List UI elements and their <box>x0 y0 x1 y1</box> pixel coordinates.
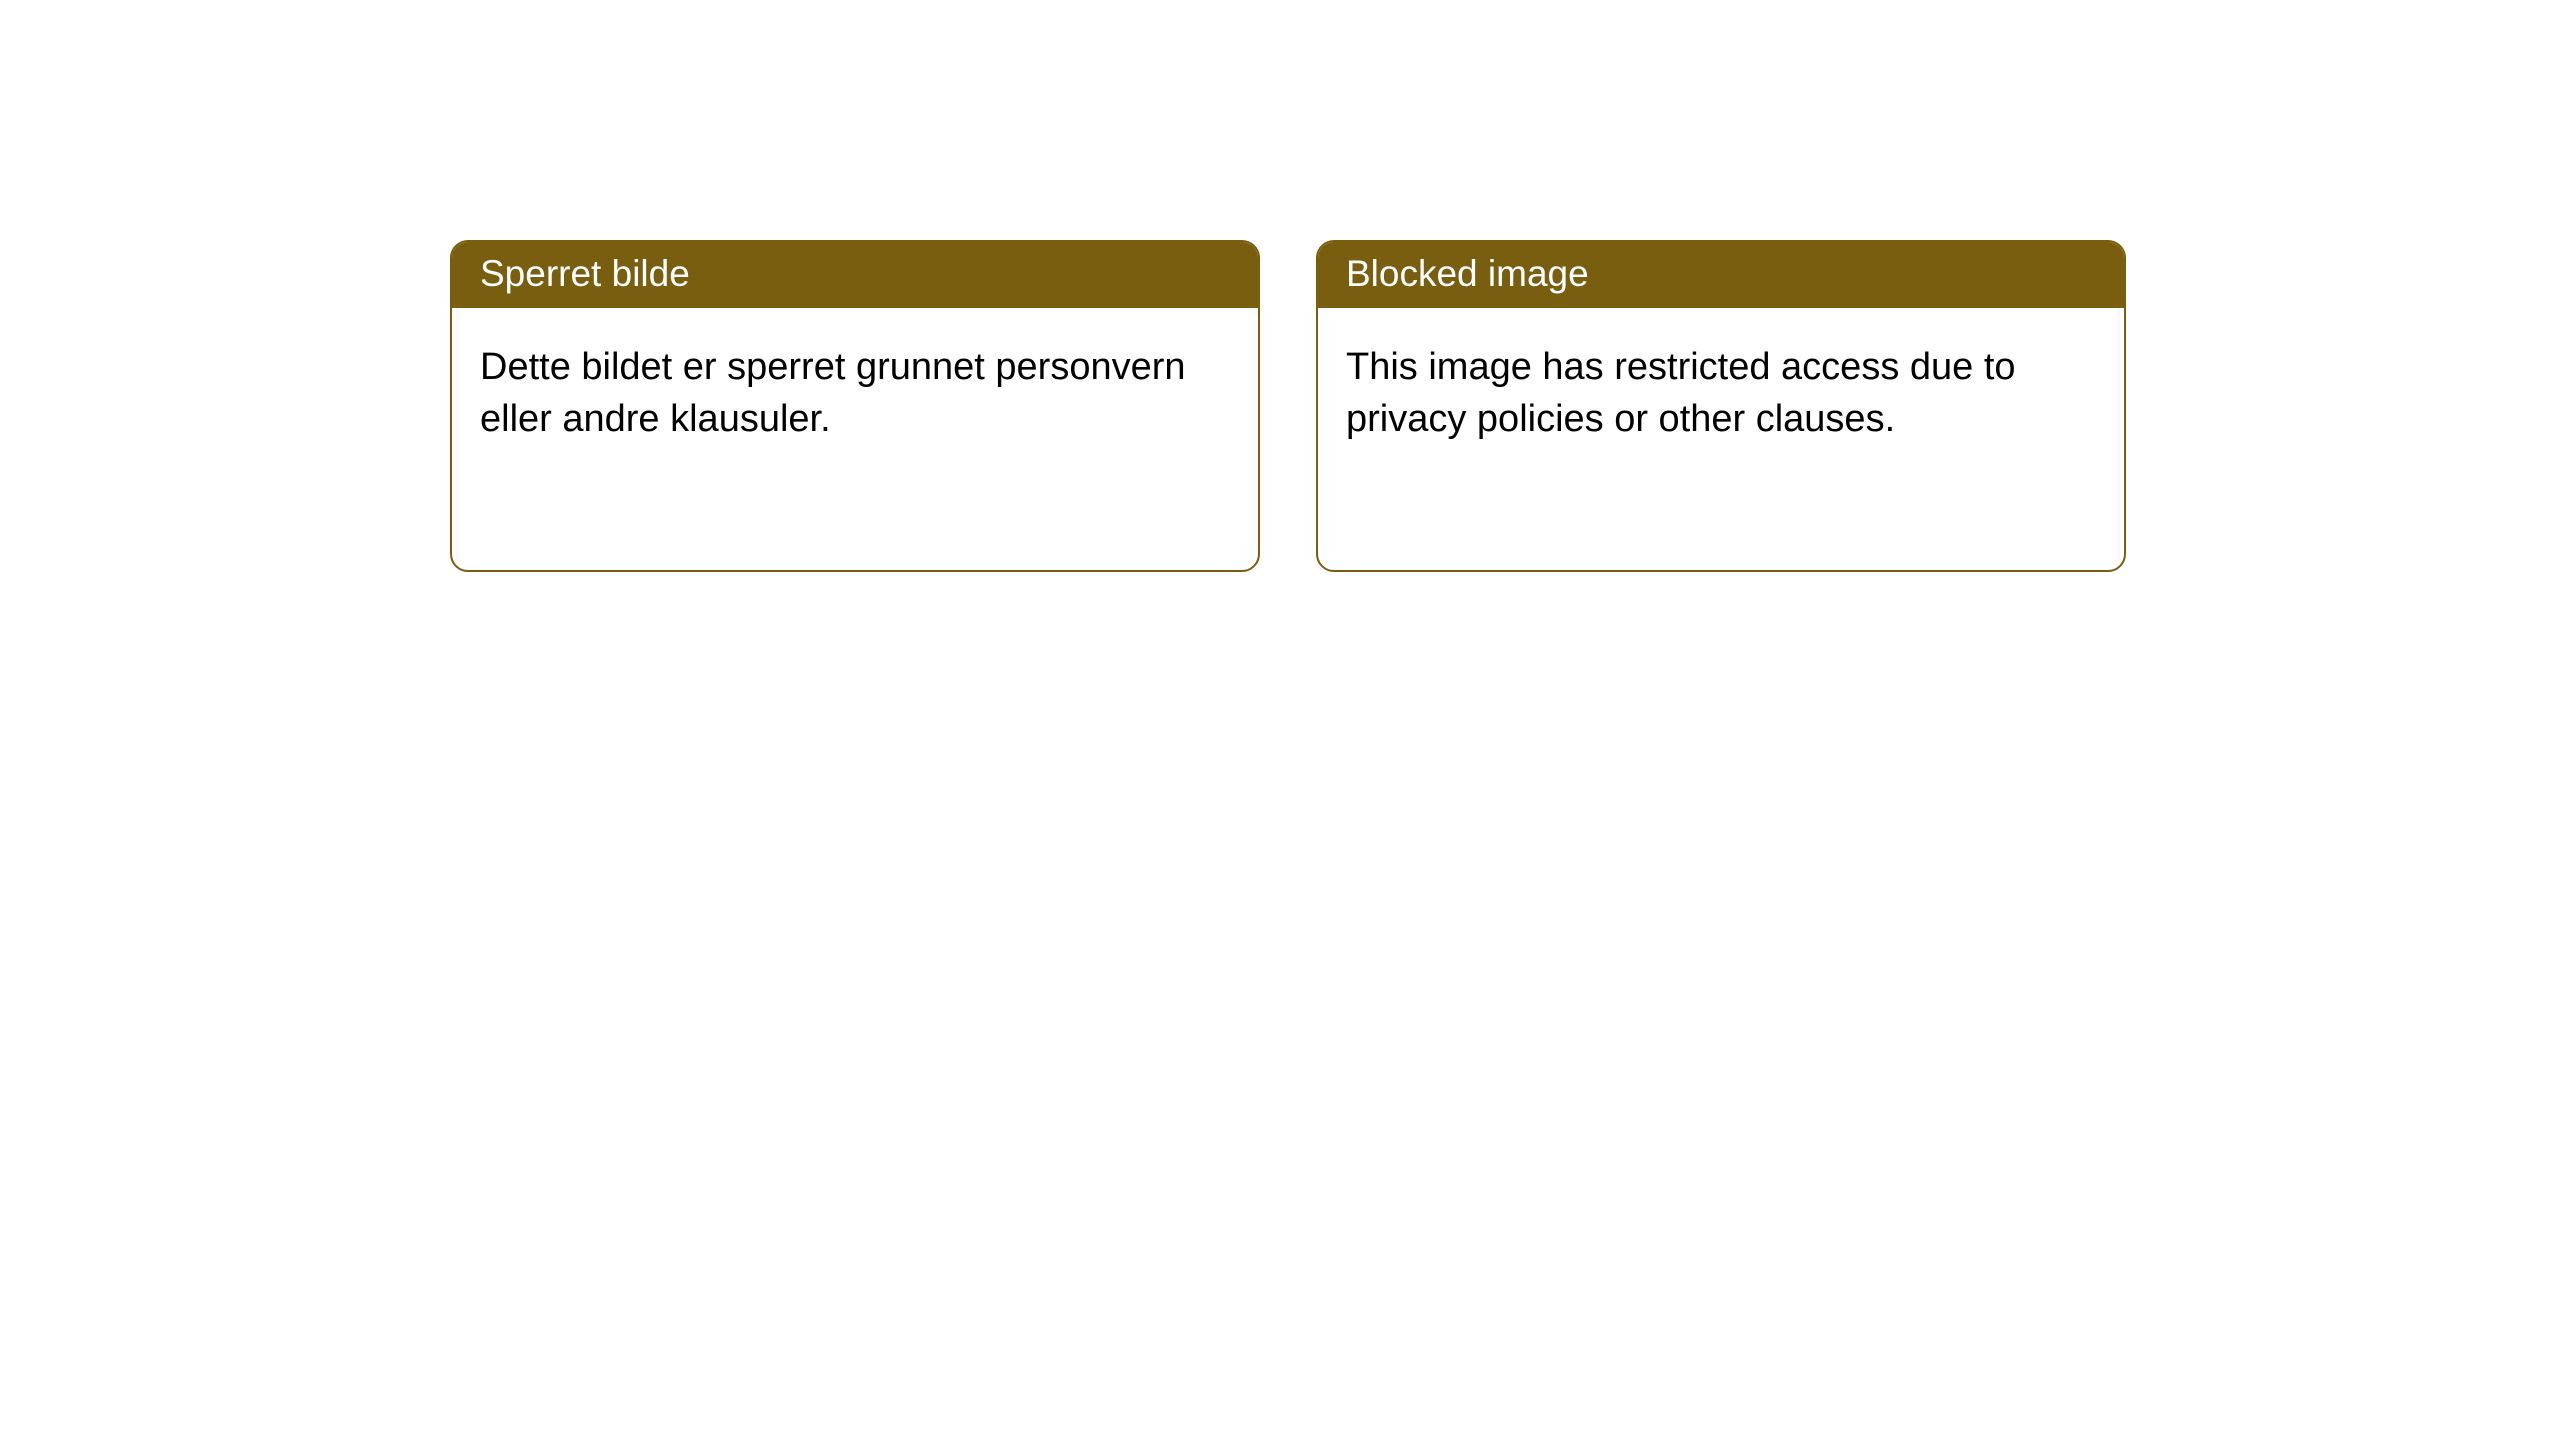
notice-container: Sperret bilde Dette bildet er sperret gr… <box>450 240 2126 572</box>
notice-box-norwegian: Sperret bilde Dette bildet er sperret gr… <box>450 240 1260 572</box>
notice-box-english: Blocked image This image has restricted … <box>1316 240 2126 572</box>
notice-header: Blocked image <box>1318 242 2124 308</box>
notice-body: This image has restricted access due to … <box>1318 308 2124 479</box>
notice-header: Sperret bilde <box>452 242 1258 308</box>
notice-body: Dette bildet er sperret grunnet personve… <box>452 308 1258 479</box>
